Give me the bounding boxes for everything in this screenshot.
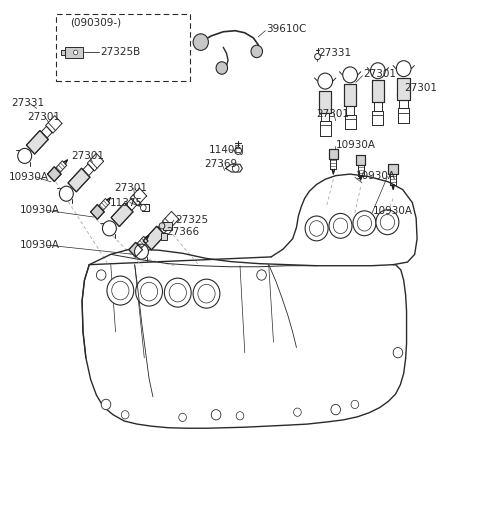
Circle shape: [193, 279, 220, 308]
Circle shape: [353, 211, 376, 236]
Text: 11375: 11375: [110, 198, 143, 208]
Polygon shape: [388, 164, 398, 174]
Text: (090309-): (090309-): [70, 18, 121, 28]
Circle shape: [236, 412, 244, 420]
Circle shape: [198, 284, 215, 303]
Circle shape: [159, 223, 165, 229]
Text: 27331: 27331: [318, 48, 351, 59]
Circle shape: [343, 67, 358, 83]
Polygon shape: [319, 90, 331, 113]
Circle shape: [107, 276, 134, 305]
Circle shape: [396, 61, 411, 77]
Bar: [163, 222, 172, 230]
Bar: [65, 47, 83, 58]
Bar: [160, 233, 167, 240]
Text: 10930A: 10930A: [356, 171, 396, 181]
Text: 27369: 27369: [204, 159, 237, 169]
Text: 27301: 27301: [317, 108, 349, 118]
Text: 39610C: 39610C: [266, 24, 307, 34]
Circle shape: [331, 404, 340, 415]
Text: 10930A: 10930A: [8, 172, 48, 182]
Polygon shape: [129, 242, 143, 257]
Circle shape: [60, 186, 73, 201]
Circle shape: [318, 73, 333, 89]
Circle shape: [136, 277, 162, 306]
Circle shape: [357, 215, 372, 231]
Polygon shape: [328, 148, 338, 159]
Circle shape: [310, 221, 324, 236]
Bar: [61, 50, 65, 55]
Circle shape: [351, 400, 359, 408]
Text: 27366: 27366: [166, 227, 199, 237]
Circle shape: [380, 214, 395, 230]
Circle shape: [101, 399, 111, 409]
Text: 27301: 27301: [404, 83, 437, 93]
Text: 27325B: 27325B: [100, 47, 141, 58]
Polygon shape: [48, 167, 61, 182]
Circle shape: [102, 221, 116, 236]
Circle shape: [251, 45, 263, 58]
Circle shape: [232, 165, 239, 172]
Text: 27301: 27301: [363, 69, 396, 79]
Circle shape: [329, 213, 352, 238]
Text: 27325: 27325: [175, 215, 208, 225]
Circle shape: [257, 270, 266, 280]
Circle shape: [169, 283, 186, 302]
Circle shape: [112, 281, 129, 300]
Circle shape: [121, 411, 129, 419]
Polygon shape: [26, 130, 48, 154]
Polygon shape: [68, 168, 90, 192]
Circle shape: [315, 53, 321, 60]
Circle shape: [216, 62, 228, 74]
Polygon shape: [356, 155, 365, 165]
Circle shape: [193, 34, 208, 50]
Circle shape: [376, 210, 399, 235]
Polygon shape: [143, 226, 165, 250]
Text: 10930A: 10930A: [20, 240, 60, 250]
Circle shape: [134, 244, 148, 259]
Circle shape: [333, 218, 348, 234]
Text: 1140EJ: 1140EJ: [209, 145, 245, 155]
Circle shape: [393, 348, 403, 358]
Circle shape: [18, 148, 32, 163]
Polygon shape: [111, 203, 133, 227]
Circle shape: [305, 216, 328, 241]
Circle shape: [96, 270, 106, 280]
Circle shape: [73, 50, 78, 55]
Circle shape: [211, 409, 221, 420]
Polygon shape: [91, 204, 104, 220]
Text: 27301: 27301: [27, 112, 60, 121]
Polygon shape: [372, 80, 384, 102]
Circle shape: [164, 278, 191, 307]
Circle shape: [179, 413, 186, 421]
Circle shape: [371, 63, 385, 79]
Circle shape: [294, 408, 301, 416]
Text: 27331: 27331: [11, 98, 44, 108]
Text: 10930A: 10930A: [20, 206, 60, 215]
Polygon shape: [344, 84, 356, 106]
Circle shape: [141, 204, 146, 211]
Text: 27301: 27301: [115, 183, 148, 193]
Text: 10930A: 10930A: [336, 140, 376, 149]
Bar: [56, 13, 190, 81]
Text: 10930A: 10930A: [373, 207, 413, 216]
Circle shape: [141, 282, 157, 301]
Circle shape: [235, 147, 241, 155]
Polygon shape: [397, 78, 410, 100]
Text: 27301: 27301: [72, 151, 105, 161]
